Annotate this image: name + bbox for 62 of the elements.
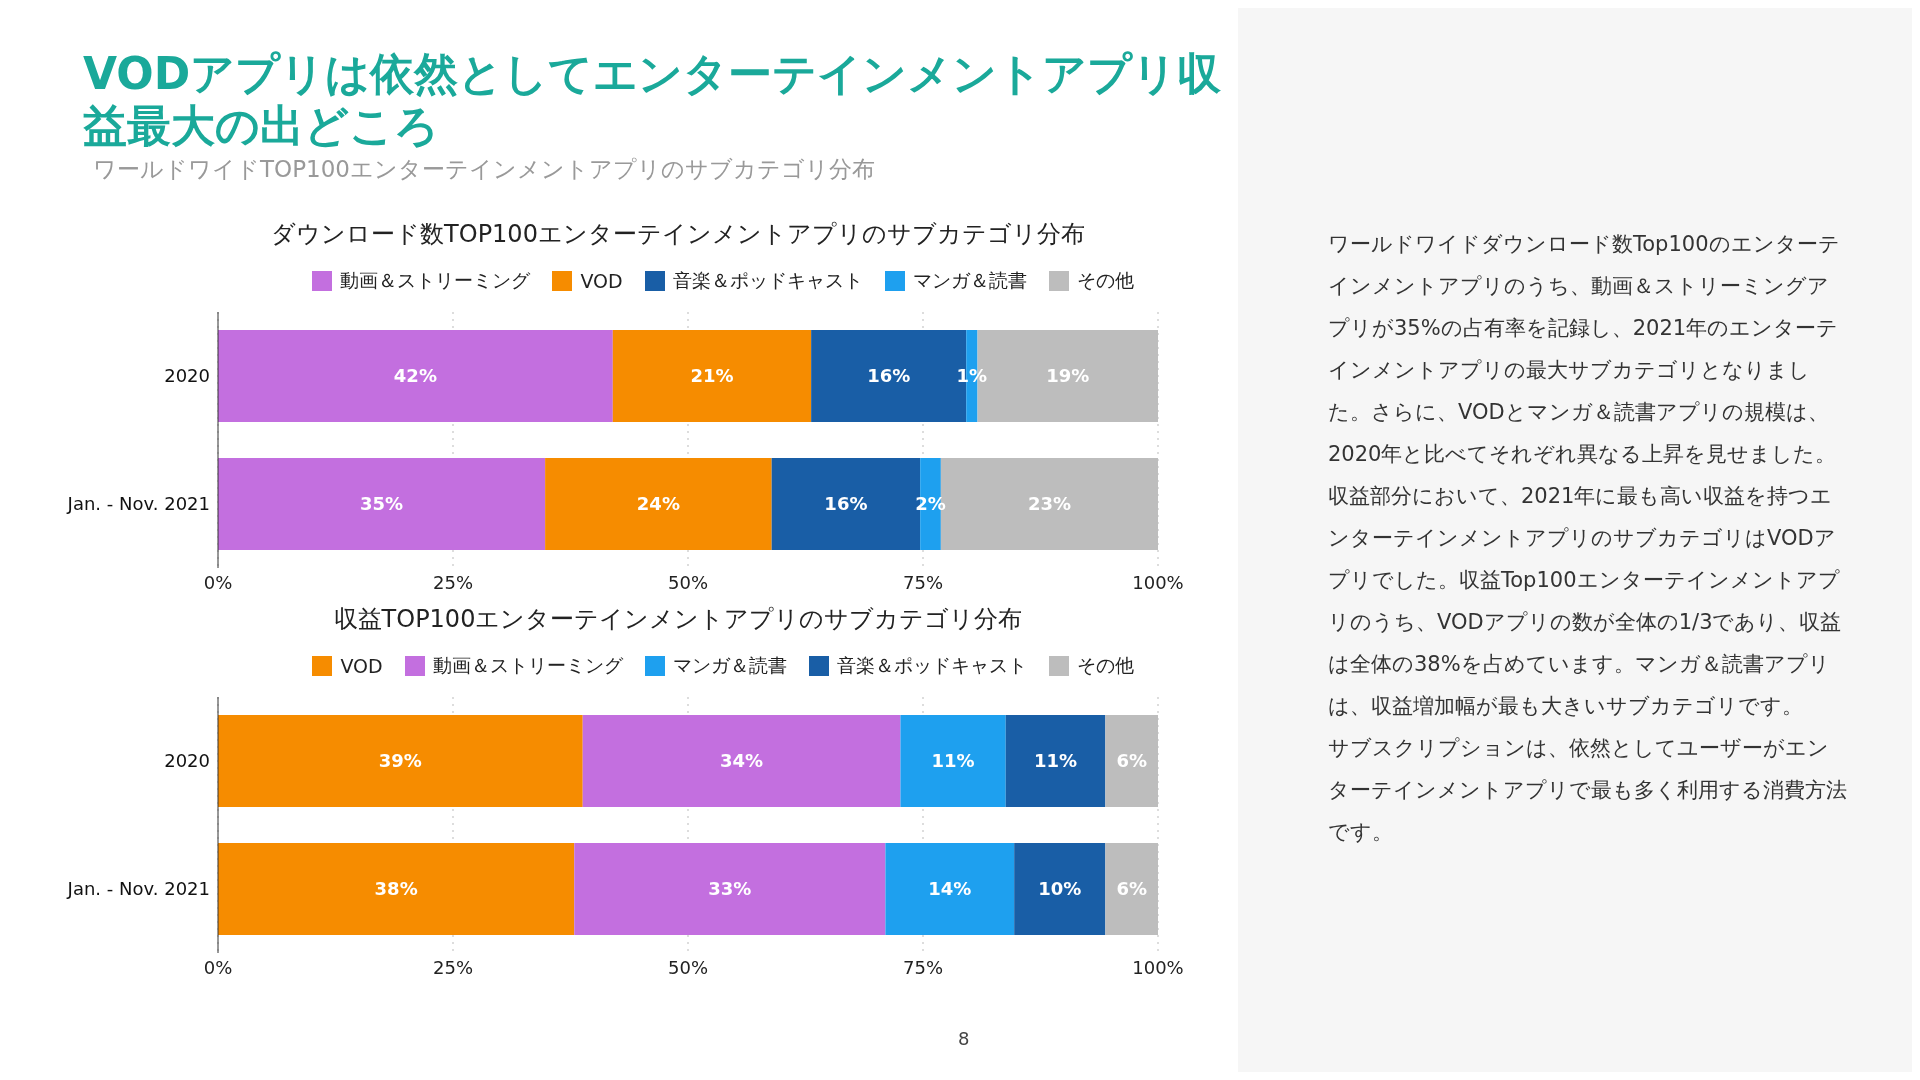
text: VODアプリは依然としてエンターテインメントアプリ収益最大の出どころ [83,48,1223,152]
data-label: 33% [708,878,752,900]
x-tick-label: 75% [902,571,944,593]
x-tick-label: 0% [203,956,233,978]
y-tick-label: 2020 [164,750,210,772]
text: サブスクリプションは、依然としてユーザーがエンターテインメントアプリで最も多く利用する消費方法です。 [1328,735,1848,846]
bar [582,714,901,807]
data-label: 34% [720,750,764,772]
data-label: 21% [690,365,734,387]
x-tick-label: 75% [902,956,944,978]
bar [612,329,812,422]
legend-label: 動画＆ストリーミング [432,653,623,678]
y-tick-label: Jan. - Nov. 2021 [66,878,210,900]
legend-label: VOD [580,270,623,292]
bar [545,457,772,550]
data-label: 16% [867,365,911,387]
y-tick-label: Jan. - Nov. 2021 [66,493,210,515]
bar [218,329,613,422]
x-tick-label: 100% [1132,571,1184,593]
x-tick-label: 25% [432,571,474,593]
legend-label: 音楽＆ポッドキャスト [672,268,863,293]
bar [574,842,886,935]
data-label: 24% [636,493,680,515]
bar [1014,842,1106,935]
bar [218,714,583,807]
data-label: 35% [360,493,404,515]
text: 8 [958,1028,970,1049]
legend-label: その他 [1076,268,1134,293]
x-tick-label: 50% [667,571,709,593]
x-tick-label: 0% [203,571,233,593]
chart-title: 収益TOP100エンターテインメントアプリのサブカテゴリ分布 [332,604,1024,635]
legend-label: VOD [340,655,383,677]
data-label: 6% [1116,878,1147,900]
legend-label: 動画＆ストリーミング [340,268,531,293]
bar [885,842,1015,935]
legend-label: 音楽＆ポッドキャスト [836,653,1027,678]
data-label: 14% [928,878,972,900]
data-label: 6% [1116,750,1147,772]
data-label: 10% [1038,878,1082,900]
chart-title: ダウンロード数TOP100エンターテインメントアプリのサブカテゴリ分布 [270,219,1086,250]
text: ワールドワイドTOP100エンターテインメントアプリのサブカテゴリ分布 [93,155,875,184]
x-tick-label: 100% [1132,956,1184,978]
x-tick-label: 25% [432,956,474,978]
legend-label: マンガ＆読書 [912,268,1027,293]
text: 収益部分において、2021年に最も高い収益を持つエンターテインメントアプリのサブカテゴリはVODアプリでした。収益Top100エンターテインメントアプリのうち、VODアプリの数が全体の1/3であり、収益は全体の38%を占めています。マンガ＆読書アプリは、収益増加幅が最も大きいサブカテゴリです。 [1328,483,1843,720]
data-label: 38% [374,878,418,900]
data-label: 19% [1046,365,1090,387]
x-tick-label: 50% [667,956,709,978]
legend-label: マンガ＆読書 [672,653,787,678]
y-tick-label: 2020 [164,365,210,387]
text: ワールドワイドダウンロード数Top100のエンターテインメントアプリのうち、動画＆ストリーミングアプリが35%の占有率を記録し、2021年のエンターテインメントアプリの最大サブカテゴリとなりました。さらに、VODとマンガ＆読書アプリの規模は、2020年と比べてそれぞれ異なる上昇を見せました。 [1328,231,1841,468]
bar [218,457,546,550]
data-label: 11% [931,750,975,772]
bar [900,714,1006,807]
bar [218,842,575,935]
data-label: 11% [1033,750,1078,772]
legend-label: その他 [1076,653,1134,678]
bar [1005,714,1106,807]
data-label: 42% [393,365,437,387]
data-label: 16% [824,493,868,515]
data-label: 39% [378,750,422,772]
data-label: 23% [1027,493,1071,515]
